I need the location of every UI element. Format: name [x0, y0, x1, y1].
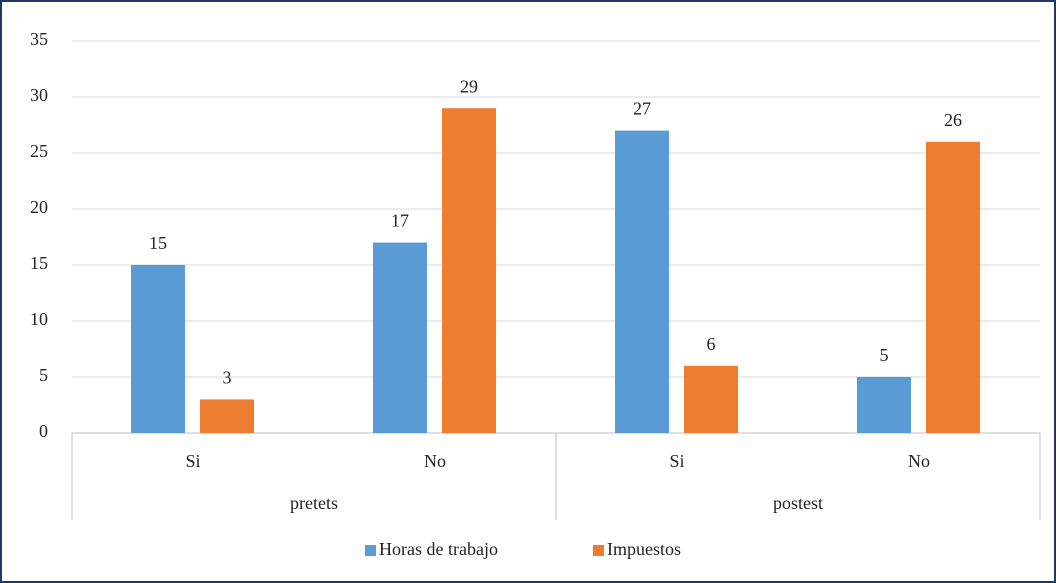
legend-swatch [593, 545, 604, 556]
bar [857, 377, 911, 433]
data-label: 15 [149, 233, 167, 253]
bar [131, 265, 185, 433]
legend-label: Horas de trabajo [379, 539, 498, 559]
x-tick-label: No [424, 451, 446, 471]
bar [200, 399, 254, 433]
data-label: 5 [880, 345, 889, 365]
y-tick-label: 25 [30, 141, 48, 161]
bar [615, 130, 669, 433]
y-tick-label: 10 [30, 309, 48, 329]
bar [373, 242, 427, 433]
y-tick-label: 35 [30, 29, 48, 49]
x-tick-label: Si [185, 451, 200, 471]
x-tick-label: Si [669, 451, 684, 471]
y-tick-label: 5 [39, 365, 48, 385]
data-label: 26 [944, 110, 962, 130]
group-label: postest [773, 493, 823, 513]
y-tick-label: 30 [30, 85, 48, 105]
group-label: pretets [290, 493, 338, 513]
bar [442, 108, 496, 433]
y-tick-label: 20 [30, 197, 48, 217]
data-label: 27 [633, 99, 651, 119]
data-label: 29 [460, 76, 478, 96]
bar [926, 141, 980, 434]
legend-label: Impuestos [607, 539, 681, 559]
data-label: 3 [223, 368, 232, 388]
bar [684, 365, 738, 433]
data-label: 6 [707, 334, 716, 354]
data-label: 17 [391, 211, 409, 231]
y-tick-label: 15 [30, 253, 48, 273]
x-tick-label: No [908, 451, 930, 471]
legend-swatch [365, 545, 376, 556]
y-tick-label: 0 [39, 421, 48, 441]
